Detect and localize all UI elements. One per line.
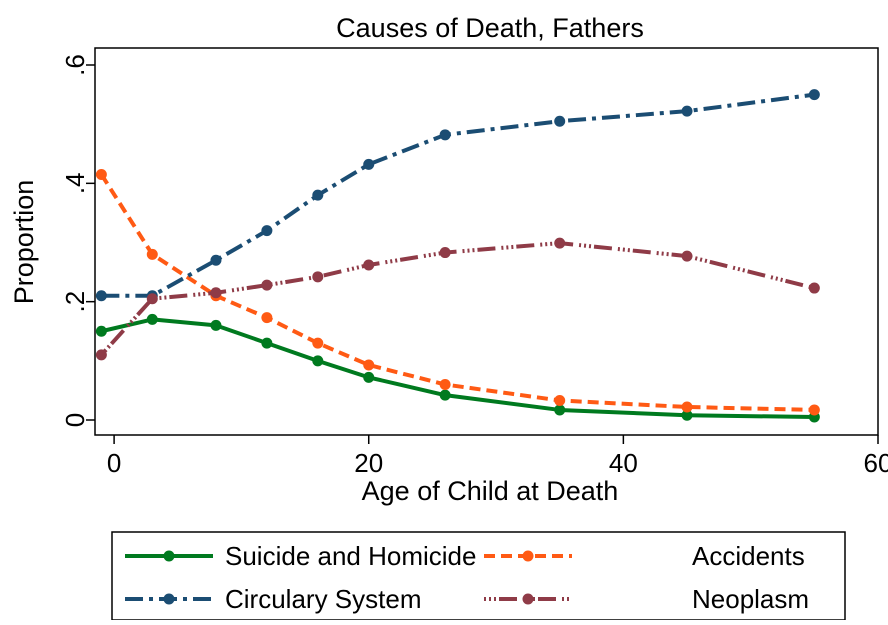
data-point [439, 379, 451, 390]
legend-item: Circulary System [125, 584, 421, 614]
data-point [210, 254, 222, 266]
series-layer [95, 89, 820, 423]
data-point [95, 349, 107, 361]
data-point [439, 389, 451, 401]
legend-item: Neoplasm [484, 584, 809, 614]
data-point [261, 337, 273, 349]
data-point [312, 355, 324, 367]
data-point [146, 293, 158, 305]
legend-item: Suicide and Homicide [125, 541, 476, 571]
data-point [439, 129, 451, 141]
series-line [100, 317, 815, 420]
legend-label: Neoplasm [692, 584, 809, 614]
data-point [439, 247, 451, 259]
data-point [808, 404, 820, 416]
legend-label: Suicide and Homicide [225, 541, 476, 571]
plot-frame [94, 47, 879, 436]
data-point [146, 313, 158, 325]
y-axis-label: Proportion [9, 180, 39, 305]
legend-marker [522, 593, 534, 605]
series-accidents [95, 168, 820, 416]
x-tick-label: 60 [864, 448, 888, 478]
series-line [99, 241, 815, 357]
data-point [312, 189, 324, 201]
data-point [681, 409, 693, 421]
data-point [95, 168, 107, 180]
data-point [95, 290, 107, 302]
legend-label: Accidents [692, 541, 805, 571]
data-point [554, 404, 566, 416]
data-point [363, 259, 375, 271]
data-point [363, 158, 375, 170]
series-line [99, 173, 815, 412]
chart-title: Causes of Death, Fathers [336, 13, 644, 43]
x-tick-label: 20 [354, 448, 383, 478]
x-axis-label: Age of Child at Death [362, 476, 619, 506]
series-circulary-system [95, 89, 820, 302]
data-point [261, 312, 273, 324]
data-point [261, 279, 273, 291]
data-point [210, 287, 222, 299]
data-point [681, 105, 693, 117]
data-point [261, 225, 273, 237]
data-point [681, 401, 693, 413]
legend-marker [163, 593, 175, 605]
legend: Suicide and Homicide Accidents Circulary S… [125, 541, 809, 614]
data-point [210, 319, 222, 331]
series-neoplasm [95, 237, 820, 361]
x-tick-label: 0 [107, 448, 121, 478]
data-point [681, 250, 693, 262]
y-tick-label: 0 [60, 413, 90, 427]
data-point [312, 271, 324, 283]
legend-box [111, 531, 846, 621]
y-tick-label: .6 [60, 54, 90, 76]
legend-label: Circulary System [225, 584, 421, 614]
legend-marker [163, 550, 175, 562]
data-point [554, 237, 566, 249]
y-tick-label: .4 [60, 172, 90, 194]
data-point [146, 248, 158, 260]
data-point [554, 115, 566, 127]
series-line [101, 92, 815, 298]
data-point [95, 325, 107, 337]
axes: 0 20 40 60 0 .2 .4 .6 [60, 54, 888, 478]
data-point [808, 89, 820, 101]
series-suicide-and-homicide [95, 313, 820, 423]
data-point [363, 359, 375, 371]
data-point [363, 371, 375, 383]
data-point [808, 282, 820, 294]
data-point [312, 337, 324, 349]
x-tick-label: 40 [609, 448, 638, 478]
legend-item: Accidents [484, 541, 805, 571]
legend-marker [522, 550, 534, 562]
y-tick-label: .2 [60, 291, 90, 313]
data-point [554, 394, 566, 406]
